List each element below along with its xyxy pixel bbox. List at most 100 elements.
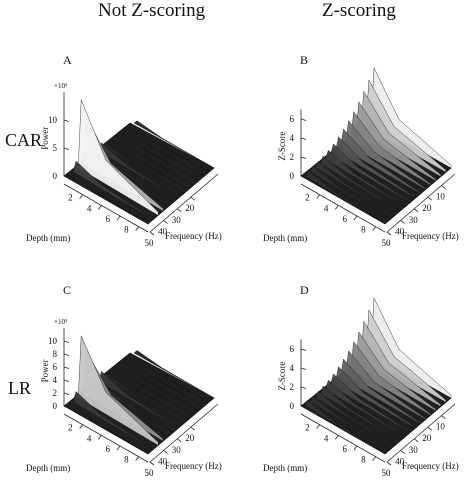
frequency-tick-label: 10: [436, 192, 446, 202]
z-tick-label: 0: [290, 401, 295, 411]
depth-tick-label: 4: [324, 433, 329, 443]
z-tick-mark: [63, 366, 70, 369]
depth-tick-label: 6: [106, 444, 111, 454]
chart-panel-b: B 0 2 4 6 Z-Score 2 4 6 8 Depth (mm) 10 20 30 40 50 Freq…: [237, 28, 474, 258]
surface-ridge: [72, 160, 154, 221]
frequency-tick-mark: [413, 208, 419, 213]
chart-panel-a: A 0 5 10 ×10⁵ Power 2 4 6 8 Depth (mm) 20 30 40 50 Freq…: [0, 28, 237, 258]
panel-letter-c: C: [63, 283, 71, 297]
depth-tick-label: 8: [361, 455, 366, 465]
z-exponent-label: ×10⁵: [54, 82, 68, 90]
frequency-axis-label: Frequency (Hz): [402, 461, 459, 471]
frequency-tick-label: 10: [436, 422, 446, 432]
depth-tick-mark: [79, 424, 83, 429]
frequency-tick-mark: [149, 461, 155, 466]
depth-tick-mark: [116, 215, 121, 221]
depth-tick-mark: [135, 456, 139, 461]
depth-tick-mark: [316, 424, 320, 429]
surface-ridge: [325, 379, 406, 438]
depth-tick-label: 2: [68, 193, 73, 203]
surface-ridge: [314, 160, 396, 216]
z-axis-label: Z-Score: [277, 132, 287, 161]
surface-ridge: [340, 128, 421, 195]
surface-ridge: [133, 120, 215, 169]
frequency-tick-mark: [190, 426, 196, 431]
surface-ridge: [123, 358, 205, 407]
frequency-tick-label: 30: [172, 445, 182, 455]
surface-ridge: [113, 366, 194, 416]
surface-ridge: [330, 373, 411, 433]
depth-tick-mark: [98, 435, 102, 440]
surface-ridge: [319, 385, 401, 442]
surface-ridge: [103, 372, 184, 425]
surface-ridge: [345, 120, 426, 190]
surface-ridge: [128, 354, 210, 403]
depth-tick-mark: [335, 435, 339, 440]
frequency-tick-mark: [441, 185, 446, 189]
z-tick-mark: [63, 147, 70, 150]
z-tick-label: 2: [290, 382, 295, 392]
depth-tick-mark: [316, 194, 320, 199]
z-tick-mark: [300, 386, 307, 389]
depth-tick-label: 4: [87, 203, 92, 213]
frequency-tick-mark: [427, 426, 433, 431]
surface-ridge: [72, 391, 154, 451]
frequency-axis-label: Frequency (Hz): [165, 231, 222, 241]
panel-letter-a: A: [63, 53, 72, 67]
frequency-tick-mark: [386, 231, 392, 236]
frequency-tick-label: 50: [382, 238, 392, 248]
z-axis-label: Power: [40, 127, 50, 150]
z-exponent-label: ×10⁵: [54, 318, 68, 326]
z-tick-label: 6: [290, 344, 295, 354]
surface-ridge: [330, 143, 411, 203]
frequency-tick-mark: [176, 208, 182, 213]
z-tick-mark: [300, 367, 307, 370]
surface-ridge: [103, 142, 184, 195]
depth-tick-label: 6: [106, 214, 111, 224]
surface-ridge: [123, 128, 205, 177]
depth-tick-mark: [135, 226, 139, 231]
frequency-axis-line: [386, 173, 456, 233]
frequency-tick-label: 50: [145, 468, 155, 478]
z-tick-label: 6: [290, 114, 295, 124]
surface-ridge: [108, 370, 189, 420]
z-tick-mark: [300, 118, 307, 121]
surface-ridge: [118, 132, 200, 182]
z-tick-mark: [63, 379, 70, 382]
surface-ridge: [77, 99, 159, 216]
depth-tick-label: 8: [361, 225, 366, 235]
frequency-tick-mark: [400, 450, 405, 454]
surface-ridge: [118, 362, 200, 412]
surface-ridge: [128, 124, 210, 173]
depth-axis-label: Depth (mm): [263, 233, 307, 243]
depth-tick-label: 2: [305, 193, 310, 203]
frequency-tick-label: 40: [395, 226, 405, 236]
surface-ridge: [108, 140, 189, 190]
surface-ridge: [98, 370, 179, 429]
z-tick-label: 0: [290, 171, 295, 181]
z-tick-label: 0: [53, 171, 58, 181]
depth-tick-mark: [353, 445, 358, 451]
frequency-tick-label: 40: [395, 456, 405, 466]
depth-axis-label: Depth (mm): [26, 233, 70, 243]
depth-tick-label: 6: [343, 214, 348, 224]
surface-ridge: [98, 142, 179, 199]
frequency-tick-label: 30: [172, 215, 182, 225]
depth-tick-mark: [116, 445, 121, 451]
z-tick-label: 2: [290, 152, 295, 162]
frequency-tick-mark: [427, 196, 433, 201]
depth-tick-mark: [372, 456, 376, 461]
frequency-tick-label: 50: [382, 468, 392, 478]
z-tick-mark: [300, 348, 307, 351]
frequency-tick-label: 30: [409, 215, 419, 225]
z-tick-label: 8: [53, 349, 58, 359]
z-tick-label: 6: [53, 362, 58, 372]
frequency-tick-label: 50: [145, 238, 155, 248]
surface-ridge: [340, 358, 421, 425]
surface-ridge: [325, 149, 406, 208]
frequency-tick-mark: [400, 220, 405, 224]
surface-ridge: [67, 173, 149, 225]
frequency-tick-label: 40: [158, 226, 168, 236]
depth-axis-line: [300, 183, 386, 233]
